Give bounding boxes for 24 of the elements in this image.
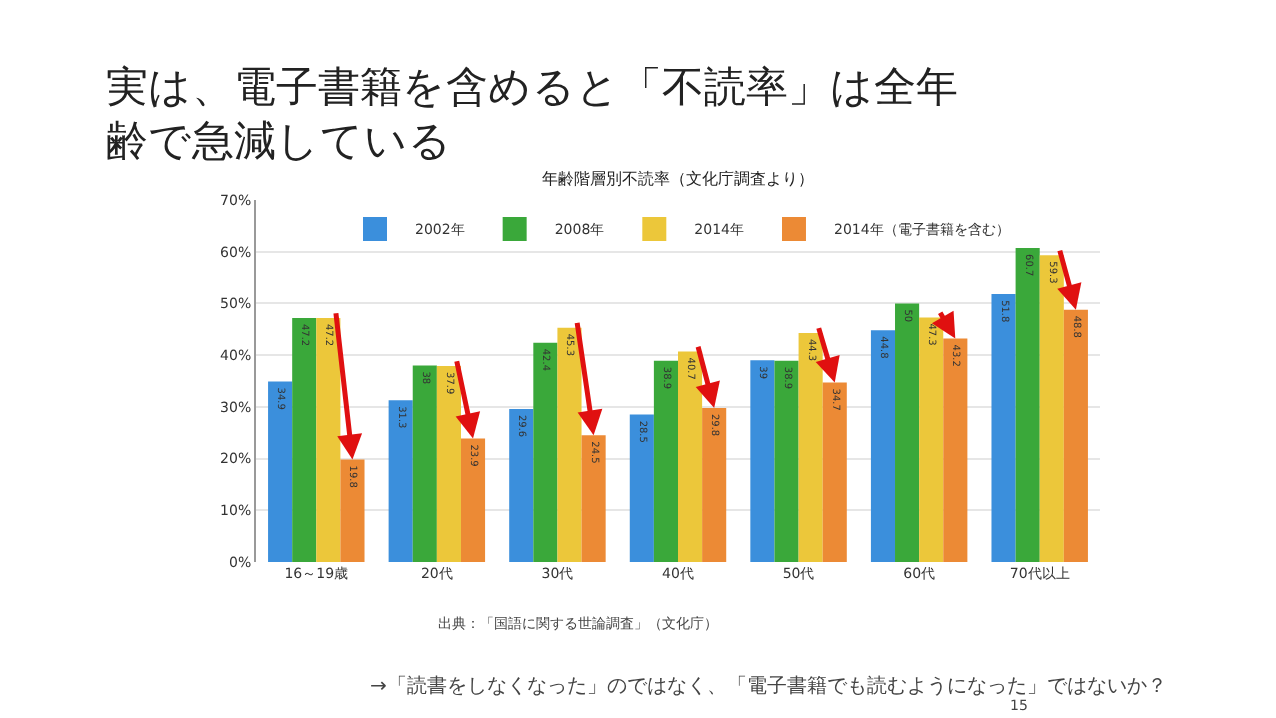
bar [436, 366, 461, 562]
bar [268, 381, 293, 562]
bar [509, 408, 534, 562]
bar [292, 317, 317, 562]
bar [678, 351, 703, 562]
bar [629, 414, 654, 562]
chart-title: 実は、電子書籍を含めると「不読率」は全年齢で急減している [105, 62, 958, 166]
bar [316, 317, 341, 562]
bar [774, 360, 799, 562]
bar [870, 330, 896, 562]
bar [388, 400, 413, 562]
text: →「読書をしなくなった」のではなく、「電子書籍でも読むようになった」ではないか？ [370, 674, 1167, 698]
bar [991, 294, 1016, 562]
bar [653, 360, 678, 562]
bar [895, 303, 920, 562]
bar [1039, 255, 1064, 562]
bar [919, 317, 944, 562]
bar [750, 360, 775, 562]
chart-subtitle: 年齢階層別不読率（文化庁調査より） [542, 170, 814, 188]
bar [798, 332, 823, 562]
bar [412, 365, 437, 562]
bar [533, 342, 558, 562]
bar [557, 327, 582, 562]
bar [1015, 248, 1040, 562]
